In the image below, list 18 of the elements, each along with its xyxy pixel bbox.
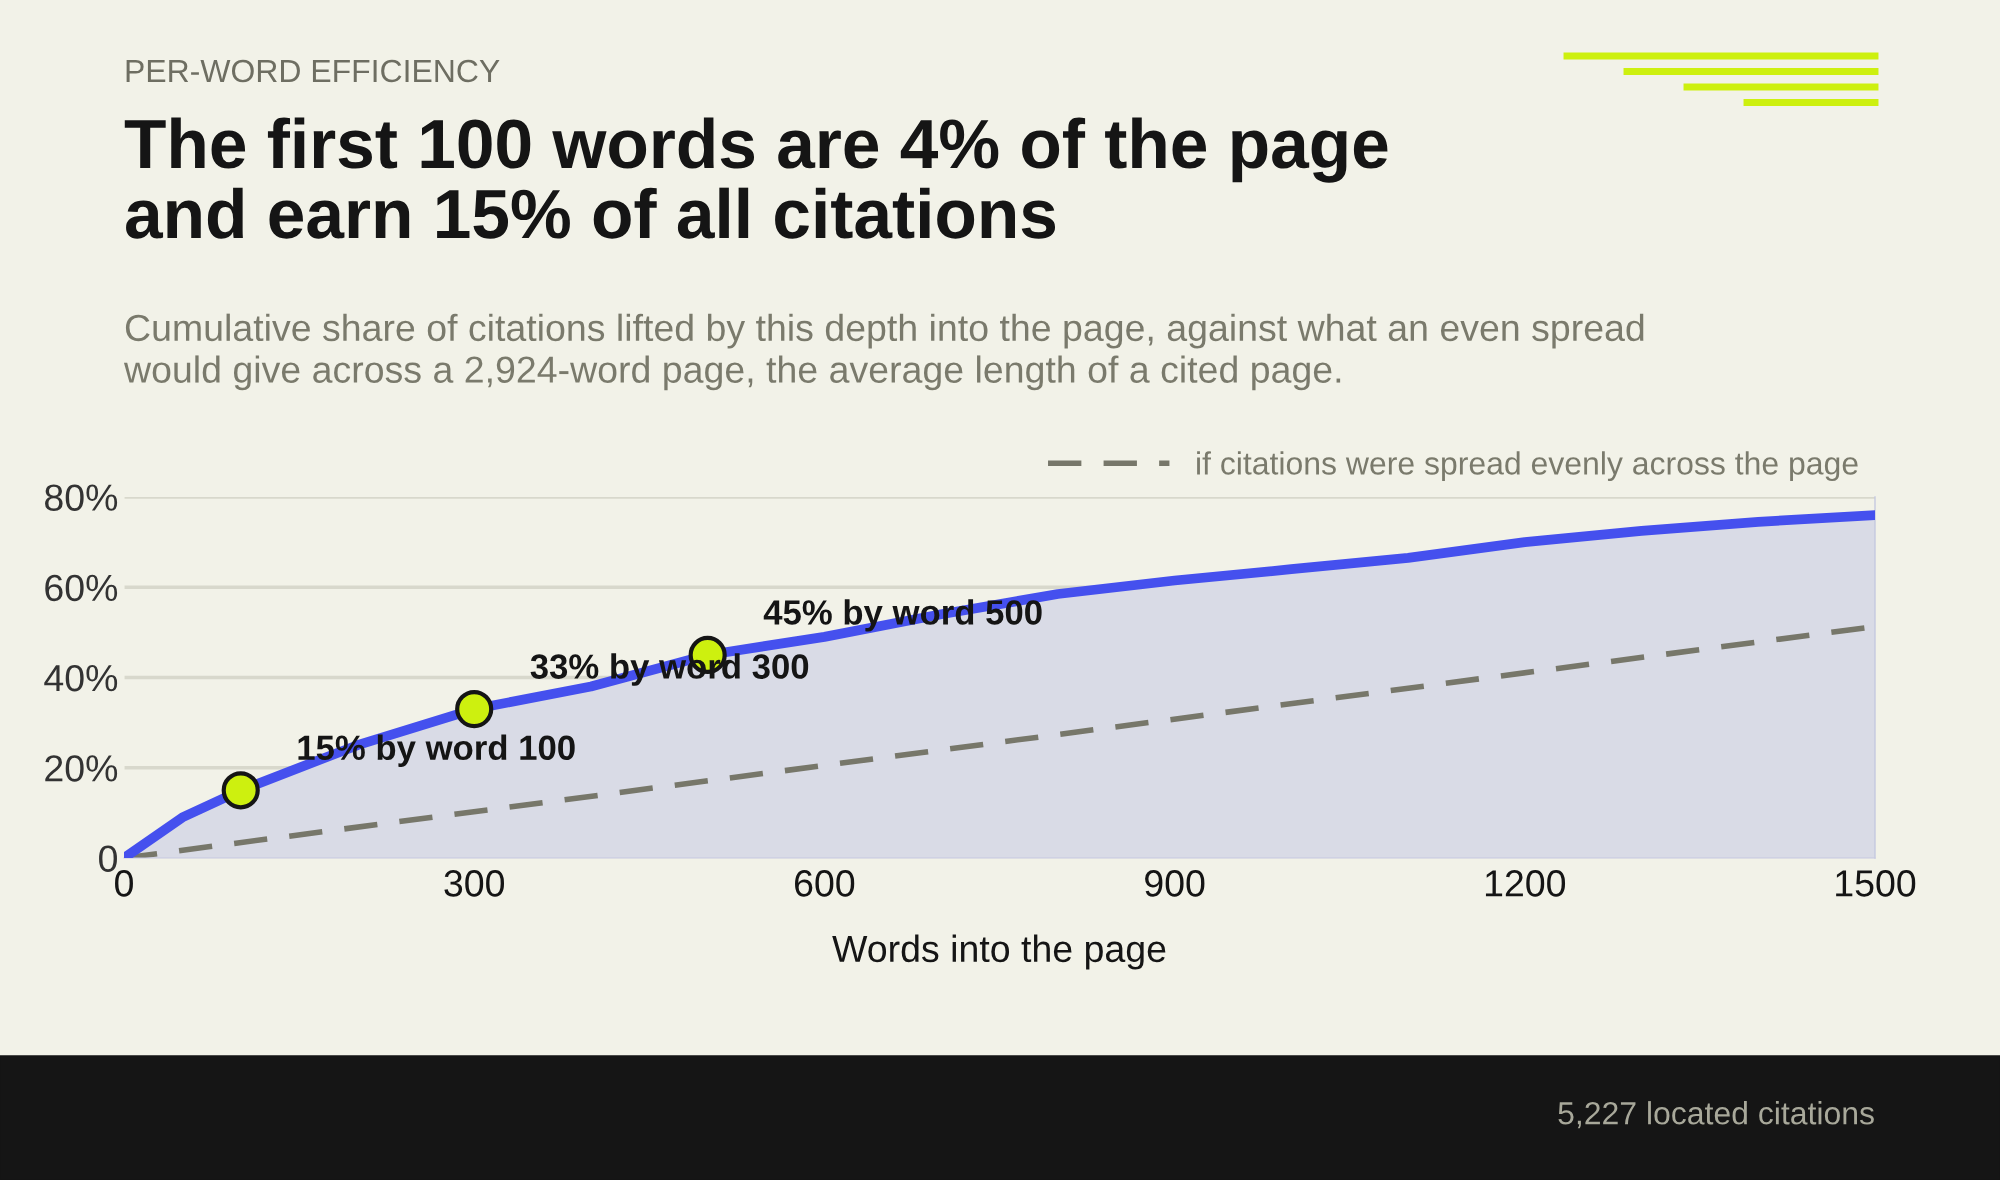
text: 5,227 located citations xyxy=(1558,1101,1874,1129)
x-tick-label: 900 xyxy=(1145,870,1205,897)
chart-title: The first 100 words are 4% of the page and earn 15% of all citations xyxy=(124,117,1388,239)
x-tick-label: 600 xyxy=(795,870,855,897)
x-tick-label: 300 xyxy=(444,870,505,897)
y-tick-label: 80% xyxy=(45,484,118,511)
chart-subtitle: Cumulative share of citations lifted by this depth into the page, against what an even spread would give across a 2,924-word page, the average length of a cited page. xyxy=(123,313,1644,391)
point xyxy=(455,689,494,729)
x-tick-label: 1500 xyxy=(1836,870,1916,897)
y-tick-label: 20% xyxy=(45,755,118,782)
y-tick-label: 60% xyxy=(45,574,118,602)
x-tick-label: 1200 xyxy=(1485,870,1566,897)
legend-label: if citations were spread evenly across the page xyxy=(1197,451,1858,482)
x-axis-title: Words into the page xyxy=(832,934,1166,970)
text: PER-WORD EFFICIENCY xyxy=(126,59,500,83)
y-tick-label: 40% xyxy=(44,664,118,692)
point xyxy=(221,771,260,810)
y-tick-label: 0 xyxy=(99,845,117,872)
